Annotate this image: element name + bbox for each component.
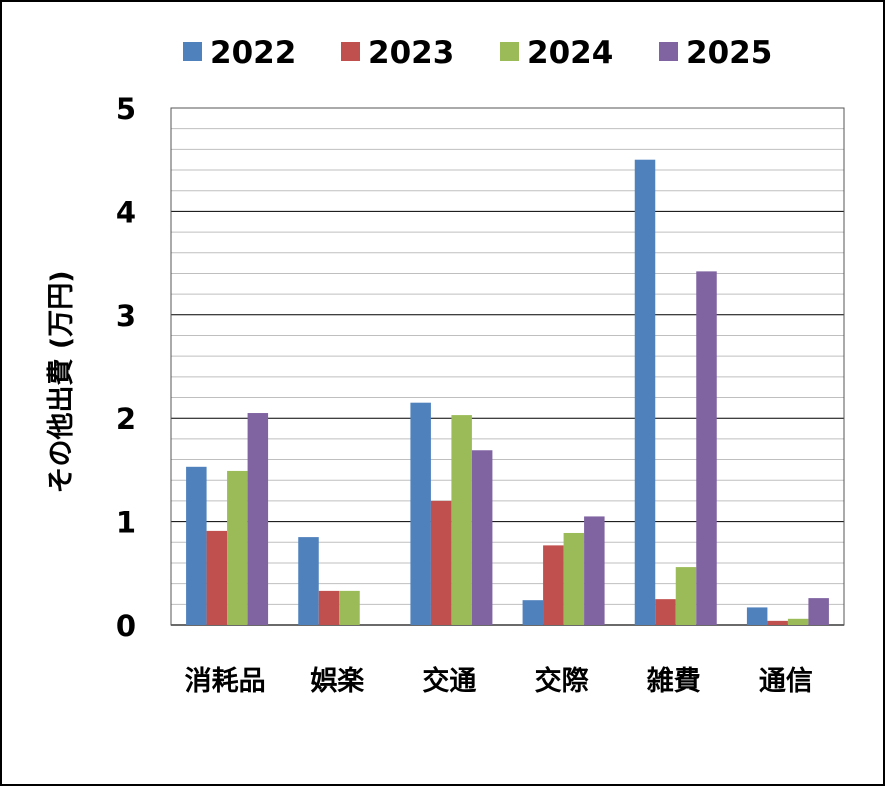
x-tick-label: 娯楽: [310, 666, 364, 697]
bar-2025-交通: [471, 450, 493, 625]
legend-label: 2025: [686, 35, 772, 71]
bar-2023-交通: [430, 500, 452, 625]
legend: 2022 2023 2024 2025: [183, 35, 772, 71]
legend-item-2022: 2022: [183, 35, 296, 71]
bar-2025-雑費: [696, 271, 717, 625]
y-axis-title: その他出費 (万円): [46, 270, 77, 493]
legend-item-2025: 2025: [659, 35, 772, 71]
bar-2023-娯楽: [318, 590, 340, 625]
plot-area-frame: [170, 107, 845, 626]
legend-swatch: [341, 42, 360, 61]
legend-swatch: [183, 42, 202, 61]
minor-gridlines: [171, 128, 844, 605]
legend-swatch: [659, 42, 678, 61]
bar-2025-交際: [584, 516, 605, 625]
bar-2022-交通: [410, 402, 431, 625]
bar-2025-消耗品: [247, 413, 269, 625]
y-tick-label: 2: [116, 402, 136, 436]
y-tick-label: 1: [116, 506, 136, 540]
bar-2024-通信: [787, 618, 809, 625]
legend-label: 2023: [368, 35, 454, 71]
y-tick-label: 4: [116, 195, 136, 229]
bar-2023-雑費: [655, 599, 676, 625]
x-tick-label: 交際: [535, 665, 589, 697]
x-tick-label: 通信: [759, 666, 813, 697]
x-tick-label: 雑費: [646, 665, 701, 697]
bar-2022-通信: [746, 607, 768, 625]
bar-2024-交際: [563, 532, 585, 625]
bar-2023-交際: [543, 545, 564, 625]
bar-2025-通信: [808, 598, 829, 625]
bar-2023-通信: [767, 620, 788, 625]
bars: [186, 159, 829, 625]
x-tick-label: 消耗品: [185, 666, 266, 697]
bar-2022-交際: [522, 600, 544, 625]
bar-2024-娯楽: [339, 590, 360, 625]
bar-2023-消耗品: [206, 530, 228, 625]
y-tick-labels: 0 1 2 3 4 5: [116, 92, 136, 643]
bar-2022-消耗品: [186, 466, 207, 625]
bar-2022-雑費: [634, 159, 656, 625]
legend-item-2024: 2024: [500, 35, 613, 71]
x-tick-label: 交通: [422, 665, 476, 697]
legend-label: 2024: [527, 35, 613, 71]
legend-item-2023: 2023: [341, 35, 454, 71]
y-tick-label: 0: [116, 609, 136, 643]
legend-swatch: [500, 42, 519, 61]
bar-2024-消耗品: [227, 470, 248, 625]
legend-label: 2022: [210, 35, 296, 71]
bar-2022-娯楽: [298, 537, 319, 625]
x-tick-labels: 消耗品 娯楽 交通 交際 雑費 通信: [185, 665, 813, 697]
y-tick-label: 3: [116, 299, 136, 333]
bar-2024-交通: [451, 415, 472, 625]
bar-2024-雑費: [675, 567, 697, 625]
y-tick-label: 5: [116, 92, 136, 126]
